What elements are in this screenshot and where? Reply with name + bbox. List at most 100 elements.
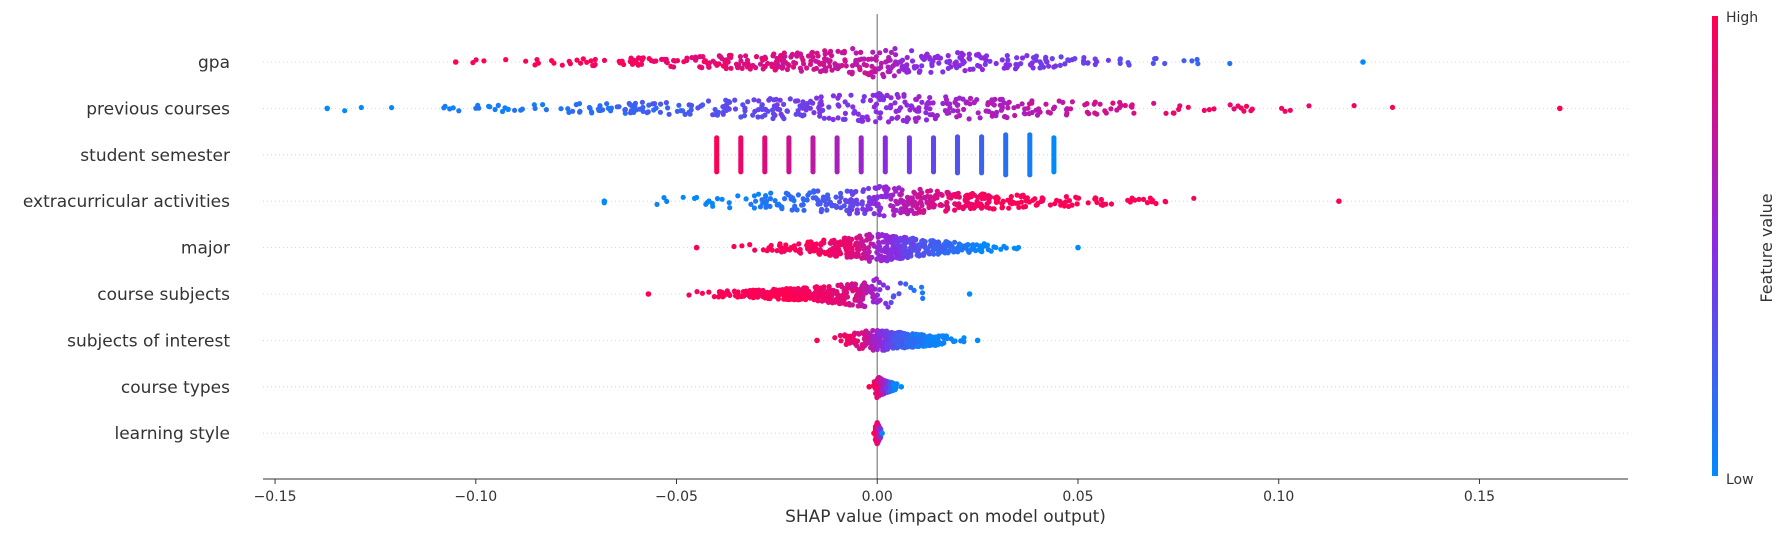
shap-point <box>844 294 851 300</box>
shap-point <box>689 102 695 109</box>
shap-point <box>859 330 865 336</box>
shap-point <box>759 197 765 203</box>
shap-point <box>1150 60 1156 66</box>
shap-point <box>872 380 878 386</box>
shap-point <box>913 118 919 124</box>
shap-point <box>638 61 645 67</box>
shap-point <box>885 257 891 263</box>
shap-point <box>938 249 944 255</box>
shap-point <box>770 53 776 59</box>
shap-point <box>848 251 854 257</box>
shap-point <box>1108 201 1115 207</box>
feature-label: major <box>181 239 230 259</box>
shap-point <box>984 242 991 248</box>
shap-point <box>916 242 922 248</box>
shap-point <box>780 64 786 70</box>
shap-point <box>1170 110 1176 116</box>
shap-point <box>814 95 820 101</box>
shap-point <box>853 197 860 203</box>
shap-point <box>952 239 958 245</box>
shap-point <box>674 108 681 114</box>
shap-point <box>505 106 511 112</box>
shap-point <box>904 194 911 200</box>
shap-point <box>1248 108 1254 114</box>
shap-point <box>896 332 902 338</box>
shap-point <box>1241 108 1247 114</box>
shap-point <box>934 188 940 194</box>
shap-point <box>978 205 985 211</box>
shap-point <box>868 56 875 62</box>
shap-point <box>1014 192 1020 198</box>
shap-point <box>743 53 749 59</box>
beeswarm-points <box>324 46 1563 447</box>
shap-point <box>983 108 989 114</box>
shap-point <box>818 61 824 67</box>
shap-point <box>589 110 595 116</box>
shap-point <box>795 192 802 198</box>
shap-point <box>879 232 885 238</box>
shap-point <box>851 110 857 116</box>
shap-point <box>744 64 751 70</box>
shap-point <box>938 191 944 197</box>
shap-point <box>768 190 774 196</box>
shap-point <box>919 202 925 209</box>
shap-point-extreme <box>601 198 608 204</box>
shap-point <box>795 108 801 114</box>
shap-point <box>1043 101 1049 107</box>
shap-point <box>966 116 972 122</box>
x-tick-label: −0.15 <box>254 489 297 505</box>
shap-point <box>912 237 919 243</box>
shap-point <box>1020 204 1027 210</box>
shap-point-extreme <box>898 384 905 390</box>
shap-point <box>945 65 951 71</box>
shap-point <box>931 202 938 208</box>
shap-point <box>915 248 921 254</box>
shap-point <box>818 94 824 100</box>
shap-point <box>901 241 907 247</box>
shap-point <box>628 102 635 109</box>
shap-point <box>1231 106 1237 112</box>
shap-point <box>769 289 775 295</box>
shap-point <box>862 210 868 216</box>
shap-point <box>917 68 923 74</box>
shap-point <box>827 240 833 246</box>
shap-point <box>591 62 597 69</box>
shap-point <box>870 74 876 80</box>
shap-point <box>798 68 805 74</box>
shap-point <box>999 96 1005 102</box>
shap-point-extreme <box>871 430 877 437</box>
shap-point <box>1102 108 1108 114</box>
shap-point <box>726 106 732 112</box>
shap-point <box>854 210 861 216</box>
shap-point <box>1069 99 1075 105</box>
shap-point <box>1191 195 1197 201</box>
shap-point <box>883 249 889 255</box>
shap-point <box>860 188 866 194</box>
shap-point <box>884 92 890 99</box>
shap-point <box>878 205 884 211</box>
shap-point <box>1132 197 1138 203</box>
shap-point <box>1054 197 1060 203</box>
shap-point <box>650 101 656 107</box>
shap-point <box>831 237 837 243</box>
shap-point <box>1097 101 1103 107</box>
shap-point <box>728 65 734 71</box>
shap-point <box>919 99 925 105</box>
shap-point <box>1189 58 1195 64</box>
shap-point <box>1125 197 1131 203</box>
shap-point <box>891 186 898 192</box>
shap-point <box>874 421 880 427</box>
shap-point <box>687 111 693 117</box>
shap-point <box>869 63 875 69</box>
shap-point <box>961 335 967 341</box>
shap-point <box>570 108 576 114</box>
shap-point <box>835 102 841 108</box>
shap-point <box>817 247 824 253</box>
shap-point <box>845 333 851 339</box>
shap-point <box>700 102 706 108</box>
shap-point <box>827 63 833 69</box>
shap-point <box>877 287 883 293</box>
shap-point <box>853 286 859 292</box>
shap-point <box>930 169 937 175</box>
shap-point <box>1005 57 1011 63</box>
